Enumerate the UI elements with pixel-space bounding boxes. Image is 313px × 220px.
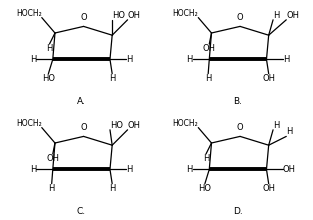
Text: HOCH₂: HOCH₂: [172, 119, 198, 128]
Text: H: H: [205, 74, 211, 83]
Text: HO: HO: [42, 74, 55, 83]
Text: OH: OH: [128, 121, 141, 130]
Text: H: H: [273, 11, 280, 20]
Text: H: H: [30, 165, 36, 174]
Text: B.: B.: [233, 97, 242, 106]
Text: H: H: [203, 154, 209, 163]
Text: HOCH₂: HOCH₂: [172, 9, 198, 18]
Text: OH: OH: [262, 184, 275, 193]
Text: O: O: [237, 13, 244, 22]
Text: H: H: [286, 127, 293, 136]
Text: OH: OH: [128, 11, 141, 20]
Text: H: H: [187, 55, 193, 64]
Text: O: O: [237, 123, 244, 132]
Text: OH: OH: [286, 11, 299, 20]
Text: HO: HO: [110, 121, 123, 130]
Text: H: H: [109, 74, 115, 83]
Text: HOCH₂: HOCH₂: [16, 9, 42, 18]
Text: H: H: [30, 55, 36, 64]
Text: C.: C.: [77, 207, 86, 216]
Text: H: H: [273, 121, 280, 130]
Text: H: H: [126, 55, 133, 64]
Text: H: H: [187, 165, 193, 174]
Text: OH: OH: [203, 44, 216, 53]
Text: HO: HO: [112, 11, 125, 20]
Text: H: H: [46, 44, 53, 53]
Text: OH: OH: [46, 154, 59, 163]
Text: O: O: [80, 13, 87, 22]
Text: H: H: [126, 165, 133, 174]
Text: OH: OH: [283, 165, 296, 174]
Text: H: H: [49, 184, 55, 193]
Text: HO: HO: [198, 184, 211, 193]
Text: A.: A.: [77, 97, 86, 106]
Text: OH: OH: [262, 74, 275, 83]
Text: O: O: [80, 123, 87, 132]
Text: H: H: [283, 55, 289, 64]
Text: H: H: [109, 184, 115, 193]
Text: HOCH₂: HOCH₂: [16, 119, 42, 128]
Text: D.: D.: [233, 207, 243, 216]
